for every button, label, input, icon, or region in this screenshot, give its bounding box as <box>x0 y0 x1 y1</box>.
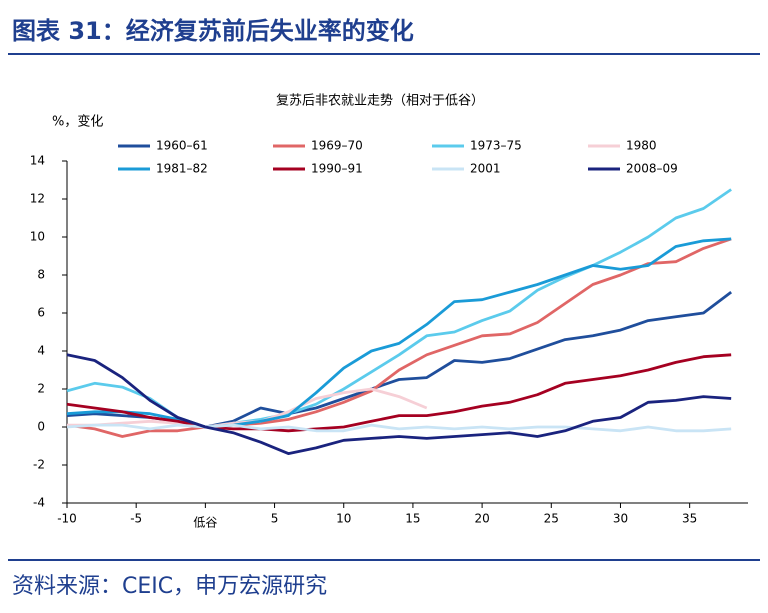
y-tick-label: -2 <box>33 458 45 472</box>
source: 资料来源：CEIC，申万宏源研究 <box>12 574 327 599</box>
series-line <box>66 353 732 455</box>
x-tick-label: 20 <box>474 512 489 526</box>
series-line <box>66 423 732 433</box>
series-line <box>66 237 732 429</box>
y-tick-label: 14 <box>30 154 45 168</box>
x-tick-label: 35 <box>682 512 697 526</box>
y-tick-label: 6 <box>37 306 45 320</box>
series-line <box>66 353 732 433</box>
legend-label: 2001 <box>470 162 501 176</box>
x-tick-label: 30 <box>613 512 628 526</box>
y-tick-label: 0 <box>37 420 45 434</box>
series-line <box>66 188 732 429</box>
legend-label: 1981–82 <box>156 162 208 176</box>
x-tick-label: -5 <box>130 512 142 526</box>
x-tick-label: 5 <box>271 512 279 526</box>
y-tick-label: -4 <box>33 496 45 510</box>
y-tick-label: 8 <box>37 268 45 282</box>
legend-label: 1990–91 <box>311 162 363 176</box>
y-tick-label: 2 <box>37 382 45 396</box>
series-line <box>66 290 733 429</box>
y-axis-label: %，变化 <box>52 114 103 130</box>
x-tick-label: 10 <box>336 512 351 526</box>
y-tick-label: 12 <box>30 192 45 206</box>
page-title: 图表 31：经济复苏前后失业率的变化 <box>12 17 414 45</box>
legend-label: 1960–61 <box>156 139 208 153</box>
x-tick-label: -10 <box>57 512 77 526</box>
y-tick-label: 4 <box>37 344 45 358</box>
legend-label: 1969–70 <box>311 139 363 153</box>
x-tick-label: 25 <box>544 512 559 526</box>
series-line <box>66 237 732 438</box>
legend-label: 2008–09 <box>626 162 678 176</box>
x-tick-label: 15 <box>405 512 420 526</box>
chart-title: 复苏后非农就业走势（相对于低谷） <box>276 93 484 109</box>
legend-label: 1973–75 <box>470 139 522 153</box>
y-tick-label: 10 <box>30 230 45 244</box>
legend-label: 1980 <box>626 139 657 153</box>
x-tick-label: 低谷 <box>193 516 217 530</box>
